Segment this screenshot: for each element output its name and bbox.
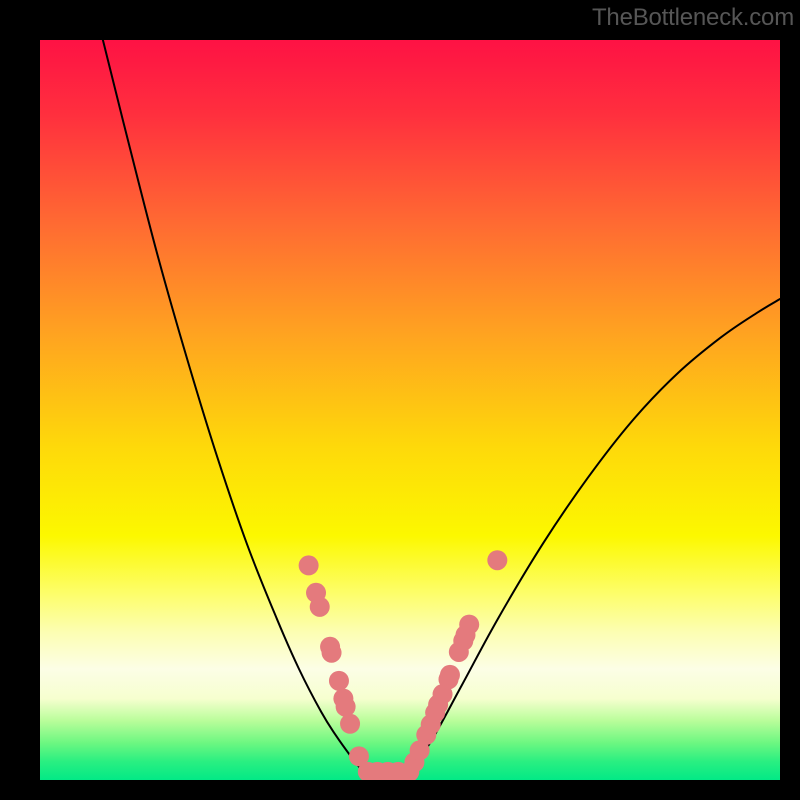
chart-inner-panel xyxy=(40,40,780,780)
chart-svg xyxy=(40,40,780,780)
watermark-text: TheBottleneck.com xyxy=(592,4,794,32)
data-marker xyxy=(459,615,479,635)
gradient-background xyxy=(40,40,780,780)
data-marker xyxy=(299,555,319,575)
data-marker xyxy=(340,714,360,734)
data-marker xyxy=(329,671,349,691)
data-marker xyxy=(310,597,330,617)
data-marker xyxy=(336,697,356,717)
data-marker xyxy=(440,665,460,685)
chart-stage: TheBottleneck.com xyxy=(0,0,800,800)
data-marker xyxy=(322,643,342,663)
data-marker xyxy=(487,550,507,570)
